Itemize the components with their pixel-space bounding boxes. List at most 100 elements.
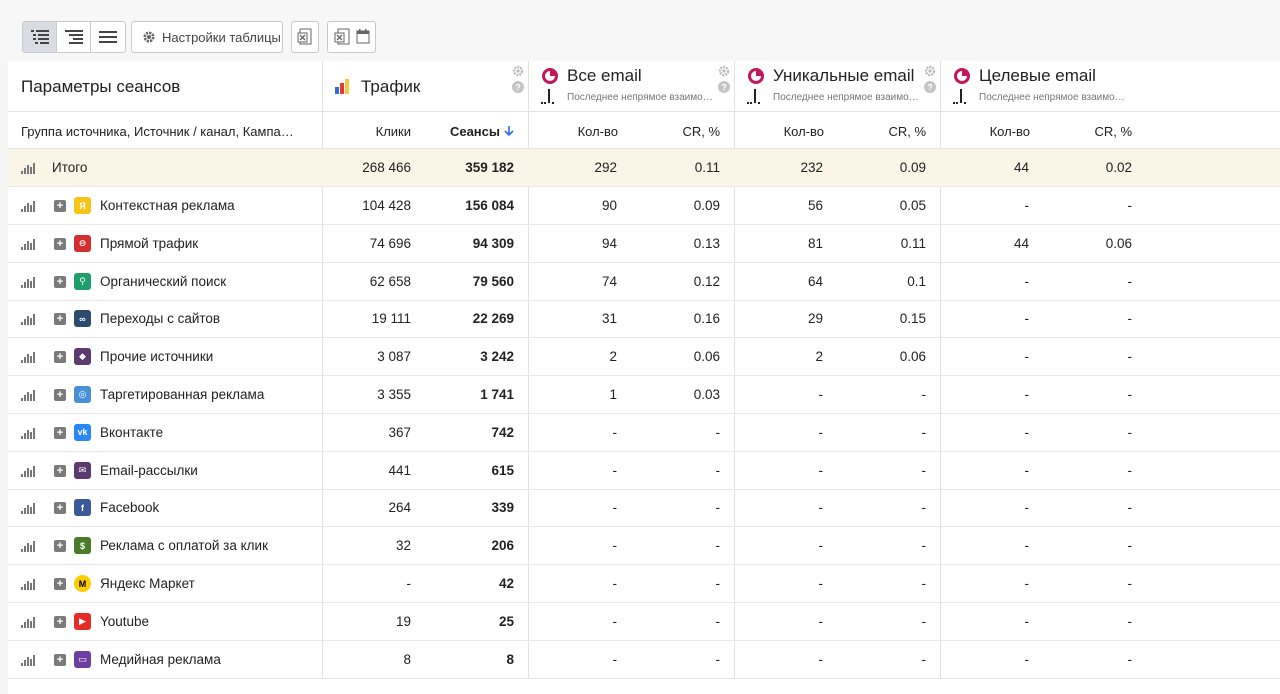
row-chart-icon[interactable] (21, 502, 35, 515)
gear-icon[interactable] (924, 65, 936, 77)
cell-target-count: - (1024, 273, 1030, 289)
unique-email-count-header[interactable]: Кол-во (783, 124, 824, 139)
table-row-total: Итого 268 466 359 182 292 0.11 232 0.09 … (8, 149, 1280, 187)
cell-all-cr: 0.06 (693, 349, 720, 365)
table-settings-label: Настройки таблицы (162, 29, 281, 45)
expand-icon[interactable]: + (54, 502, 66, 515)
cell-sessions: 79 560 (472, 273, 514, 289)
row-chart-icon[interactable] (21, 351, 35, 364)
source-name[interactable]: Органический поиск (100, 273, 227, 289)
cell-all-cr: - (715, 424, 721, 440)
traffic-chart-icon (335, 79, 349, 94)
report-table: Параметры сеансов Трафик ? Все email Пос… (8, 61, 1280, 694)
row-chart-icon[interactable] (21, 427, 35, 439)
indent-view-button[interactable] (57, 22, 91, 52)
clicks-column-header[interactable]: Клики (375, 124, 411, 139)
source-name[interactable]: Email-рассылки (100, 462, 198, 478)
cell-clicks: 3 087 (377, 349, 411, 365)
row-chart-icon[interactable] (21, 162, 35, 174)
source-name[interactable]: Прочие источники (100, 349, 214, 365)
cell-all-cr: 0.12 (693, 273, 720, 289)
sort-desc-icon[interactable] (504, 125, 514, 137)
cell-uniq-cr: - (921, 651, 927, 667)
target-email-count-header[interactable]: Кол-во (989, 124, 1030, 139)
row-chart-icon[interactable] (21, 200, 35, 212)
cell-sessions: 42 (498, 576, 514, 591)
table-row: + $ Реклама с оплатой за клик 32 206 - - - - - - (8, 527, 1280, 566)
source-name[interactable]: Facebook (100, 500, 160, 516)
cell-uniq-count: - (818, 613, 824, 629)
unique-email-cr-header[interactable]: CR, % (888, 124, 926, 139)
params-title: Параметры сеансов (21, 77, 181, 96)
header-row-groups: Параметры сеансов Трафик ? Все email Пос… (8, 61, 1280, 112)
expand-icon[interactable]: + (54, 351, 66, 364)
expand-icon[interactable]: + (54, 200, 66, 212)
source-name[interactable]: Таргетированная реклама (100, 387, 265, 402)
cell-target-count: 44 (1013, 160, 1029, 175)
all-email-count-header[interactable]: Кол-во (577, 124, 618, 139)
header-row-columns: Группа источника, Источник / канал, Камп… (8, 112, 1280, 149)
row-chart-icon[interactable] (21, 654, 35, 666)
cell-sessions: 339 (491, 500, 514, 516)
expand-icon[interactable]: + (54, 615, 66, 628)
target-email-cr-header[interactable]: CR, % (1094, 124, 1132, 139)
gear-icon[interactable] (718, 65, 730, 77)
cell-target-count: - (1024, 613, 1030, 629)
cell-all-count: 31 (601, 311, 617, 327)
source-name[interactable]: Прямой трафик (100, 235, 199, 251)
row-chart-icon[interactable] (21, 616, 35, 628)
expand-icon[interactable]: + (54, 275, 66, 288)
expand-icon[interactable]: + (54, 237, 66, 250)
table-settings-button[interactable]: Настройки таблицы (131, 21, 283, 53)
cell-all-count: - (612, 424, 618, 440)
row-chart-icon[interactable] (21, 276, 35, 288)
help-icon[interactable]: ? (718, 81, 730, 93)
expand-icon[interactable]: + (54, 540, 66, 553)
youtube-icon: ▶ (74, 612, 91, 630)
cell-target-cr: 0.02 (1105, 160, 1132, 175)
expand-icon[interactable]: + (54, 653, 66, 666)
cell-all-cr: - (715, 576, 721, 591)
cell-all-count: 2 (609, 349, 617, 365)
export-excel-button[interactable] (291, 21, 319, 53)
row-chart-icon[interactable] (21, 389, 35, 401)
svg-text:?: ? (515, 83, 521, 93)
expand-icon[interactable]: + (54, 426, 66, 439)
table-row: + ∞ Переходы с сайтов 19 111 22 269 31 0.16 29 0… (8, 300, 1280, 339)
source-name[interactable]: Яндекс Маркет (100, 576, 195, 591)
help-icon[interactable]: ? (924, 81, 936, 93)
row-chart-icon[interactable] (21, 465, 35, 477)
source-name[interactable]: Вконтакте (100, 424, 164, 440)
row-chart-icon[interactable] (21, 238, 35, 250)
tree-view-button[interactable] (23, 22, 57, 52)
table-row: + Я Контекстная реклама 104 428 156 084 90 0.0… (8, 187, 1280, 225)
expand-icon[interactable]: + (54, 313, 66, 326)
sessions-column-header[interactable]: Сеансы (449, 124, 500, 139)
target-email-title: Целевые email (979, 66, 1096, 85)
table-row: + ✉ Email-рассылки 441 615 - - - - - - (8, 452, 1280, 490)
expand-icon[interactable]: + (54, 389, 66, 401)
expand-icon[interactable]: + (54, 578, 66, 590)
unique-email-subtitle: Последнее непрямое взаимо… (773, 92, 919, 103)
cell-all-count: - (612, 576, 618, 591)
source-name[interactable]: Youtube (100, 613, 150, 629)
email-goal-icon (542, 68, 558, 84)
scheduled-export-button[interactable] (327, 21, 376, 53)
cell-sessions: 156 084 (465, 198, 514, 213)
all-email-cr-header[interactable]: CR, % (682, 124, 720, 139)
help-icon[interactable]: ? (512, 81, 524, 93)
expand-icon[interactable]: + (54, 464, 66, 477)
gear-icon[interactable] (512, 65, 524, 77)
source-name[interactable]: Реклама с оплатой за клик (100, 538, 268, 554)
row-chart-icon[interactable] (21, 578, 35, 590)
row-chart-icon[interactable] (21, 540, 35, 553)
flat-view-button[interactable] (91, 22, 125, 52)
source-name[interactable]: Медийная реклама (100, 651, 221, 667)
source-name[interactable]: Контекстная реклама (100, 198, 235, 213)
column-divider (528, 61, 529, 678)
group-column-header[interactable]: Группа источника, Источник / канал, Камп… (21, 124, 294, 139)
cell-target-cr: - (1127, 462, 1133, 478)
row-chart-icon[interactable] (21, 313, 35, 326)
vk-icon: vk (74, 423, 91, 441)
source-name[interactable]: Переходы с сайтов (100, 311, 221, 327)
